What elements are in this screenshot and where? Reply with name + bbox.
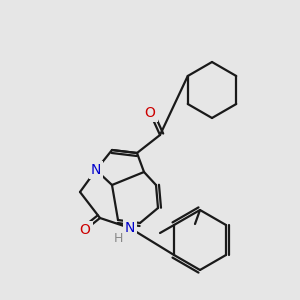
Text: O: O xyxy=(145,106,155,120)
Text: N: N xyxy=(91,163,101,177)
Text: H: H xyxy=(113,232,123,244)
Text: O: O xyxy=(80,223,90,237)
Text: N: N xyxy=(125,221,135,235)
